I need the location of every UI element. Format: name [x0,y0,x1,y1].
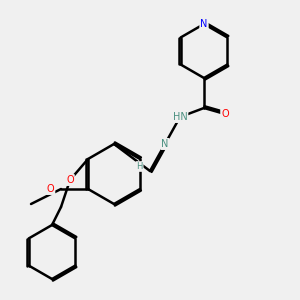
Text: HN: HN [172,112,188,122]
Text: O: O [66,175,74,185]
Text: H: H [136,162,143,171]
Text: O: O [221,109,229,119]
Text: N: N [200,19,208,29]
Text: O: O [47,184,54,194]
Text: N: N [161,139,169,149]
